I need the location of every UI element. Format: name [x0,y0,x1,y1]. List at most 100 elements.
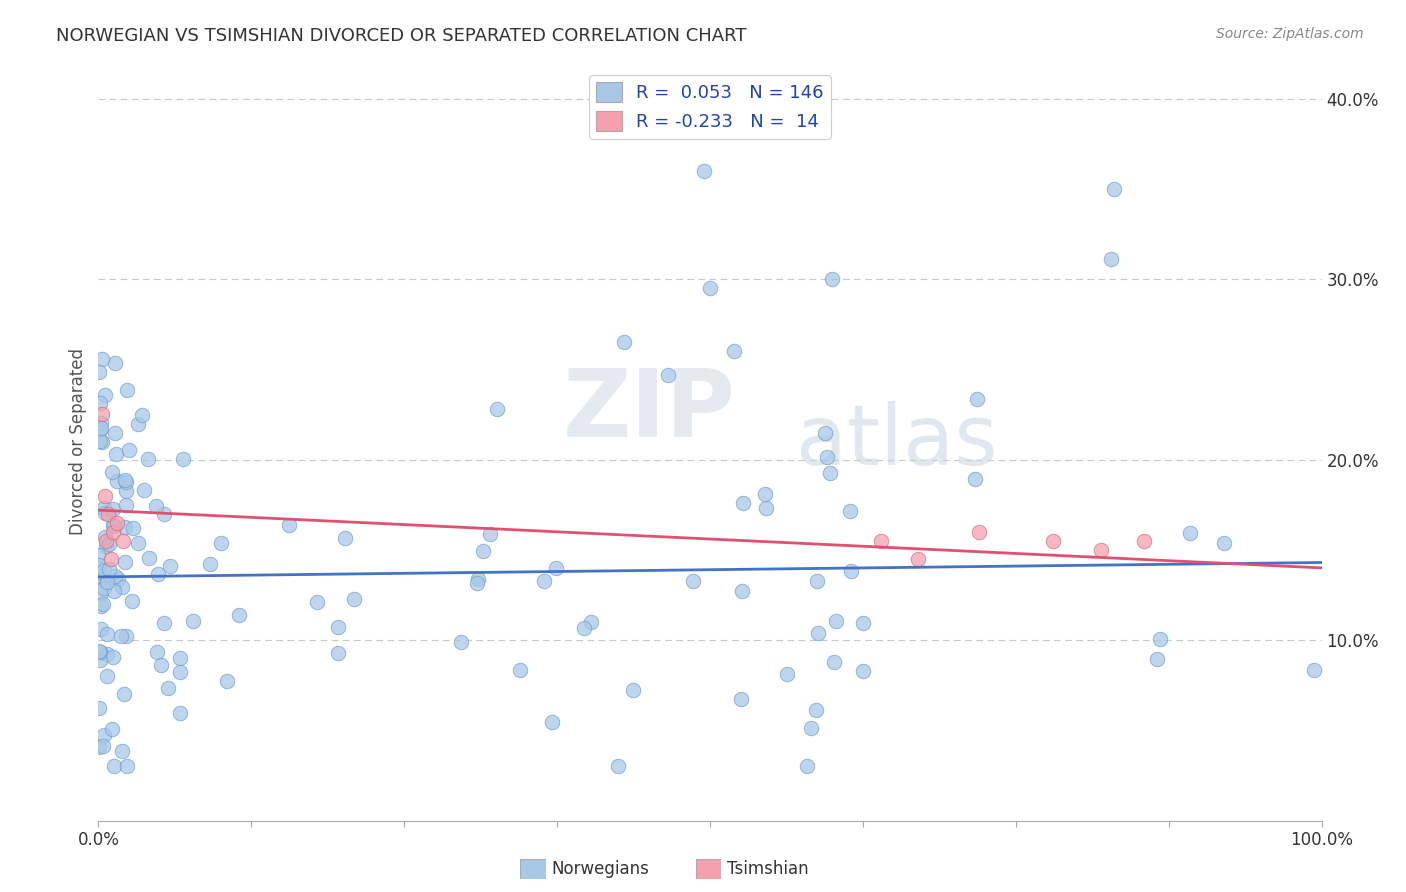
Point [965,472,987,486]
Text: atlas: atlas [796,401,997,482]
Point [87,558,110,573]
Point [755,501,778,516]
Point [839,564,862,578]
Point [657,368,679,383]
Point [731,584,754,599]
Point [150,658,173,673]
Point [89,653,111,667]
Point [96,627,118,641]
Point [967,524,990,539]
Point [209,536,232,550]
Point [121,521,143,535]
Point [730,691,752,706]
Point [621,682,644,697]
Point [89,701,111,715]
Point [138,551,160,566]
Text: ZIP: ZIP [564,365,737,458]
Point [181,614,204,628]
Point [96,669,118,683]
Point [485,401,508,416]
Point [1102,182,1125,196]
Point [824,614,846,628]
Point [127,535,149,549]
Point [104,447,127,461]
Point [89,424,111,438]
Point [1180,526,1202,541]
Point [103,650,125,665]
Point [1101,252,1123,267]
Point [467,572,489,586]
Point [114,473,136,487]
Point [97,537,120,551]
Point [776,667,799,681]
Point [96,647,118,661]
Point [115,629,138,643]
Point [118,442,141,457]
Point [90,435,112,450]
Point [89,395,111,409]
Text: Tsimshian: Tsimshian [727,860,808,878]
Point [94,533,117,548]
Point [100,552,122,566]
Point [800,721,823,735]
Point [169,651,191,665]
Point [115,499,138,513]
Point [509,663,531,677]
Point [541,714,564,729]
Point [111,533,134,548]
Point [156,681,179,695]
Point [1133,533,1156,548]
Text: NORWEGIAN VS TSIMSHIAN DIVORCED OR SEPARATED CORRELATION CHART: NORWEGIAN VS TSIMSHIAN DIVORCED OR SEPAR… [56,27,747,45]
Point [115,759,138,773]
Point [97,507,120,521]
Point [1149,632,1171,647]
Point [277,517,299,532]
Point [215,674,238,689]
Point [153,508,176,522]
Point [91,408,114,422]
Point [818,467,841,481]
Point [479,527,502,541]
Point [91,597,114,611]
Point [103,501,125,516]
Text: Source: ZipAtlas.com: Source: ZipAtlas.com [1216,27,1364,41]
Point [806,574,828,589]
Point [89,645,111,659]
Point [823,655,845,669]
Point [87,644,110,658]
Point [228,608,250,623]
Point [1042,533,1064,548]
Point [326,620,349,634]
Point [89,434,111,448]
Point [100,465,122,479]
Point [90,599,112,613]
Point [121,594,143,608]
Point [97,562,120,576]
Point [103,583,125,598]
Point [307,595,329,609]
Point [100,722,122,736]
Point [91,572,114,586]
Point [90,416,112,430]
Point [607,759,630,773]
Point [733,496,755,510]
Point [93,581,115,595]
Point [94,506,117,520]
Point [87,739,110,754]
Point [852,615,875,630]
Point [172,451,194,466]
Point [115,484,138,499]
Point [87,365,110,379]
Point [153,615,176,630]
Point [136,452,159,467]
Point [90,421,112,435]
Point [114,520,136,534]
Point [145,499,167,513]
Point [693,163,716,178]
Point [104,569,127,583]
Point [114,555,136,569]
Y-axis label: Divorced or Separated: Divorced or Separated [69,348,87,535]
Point [103,518,125,533]
Point [112,687,135,701]
Point [104,425,127,440]
